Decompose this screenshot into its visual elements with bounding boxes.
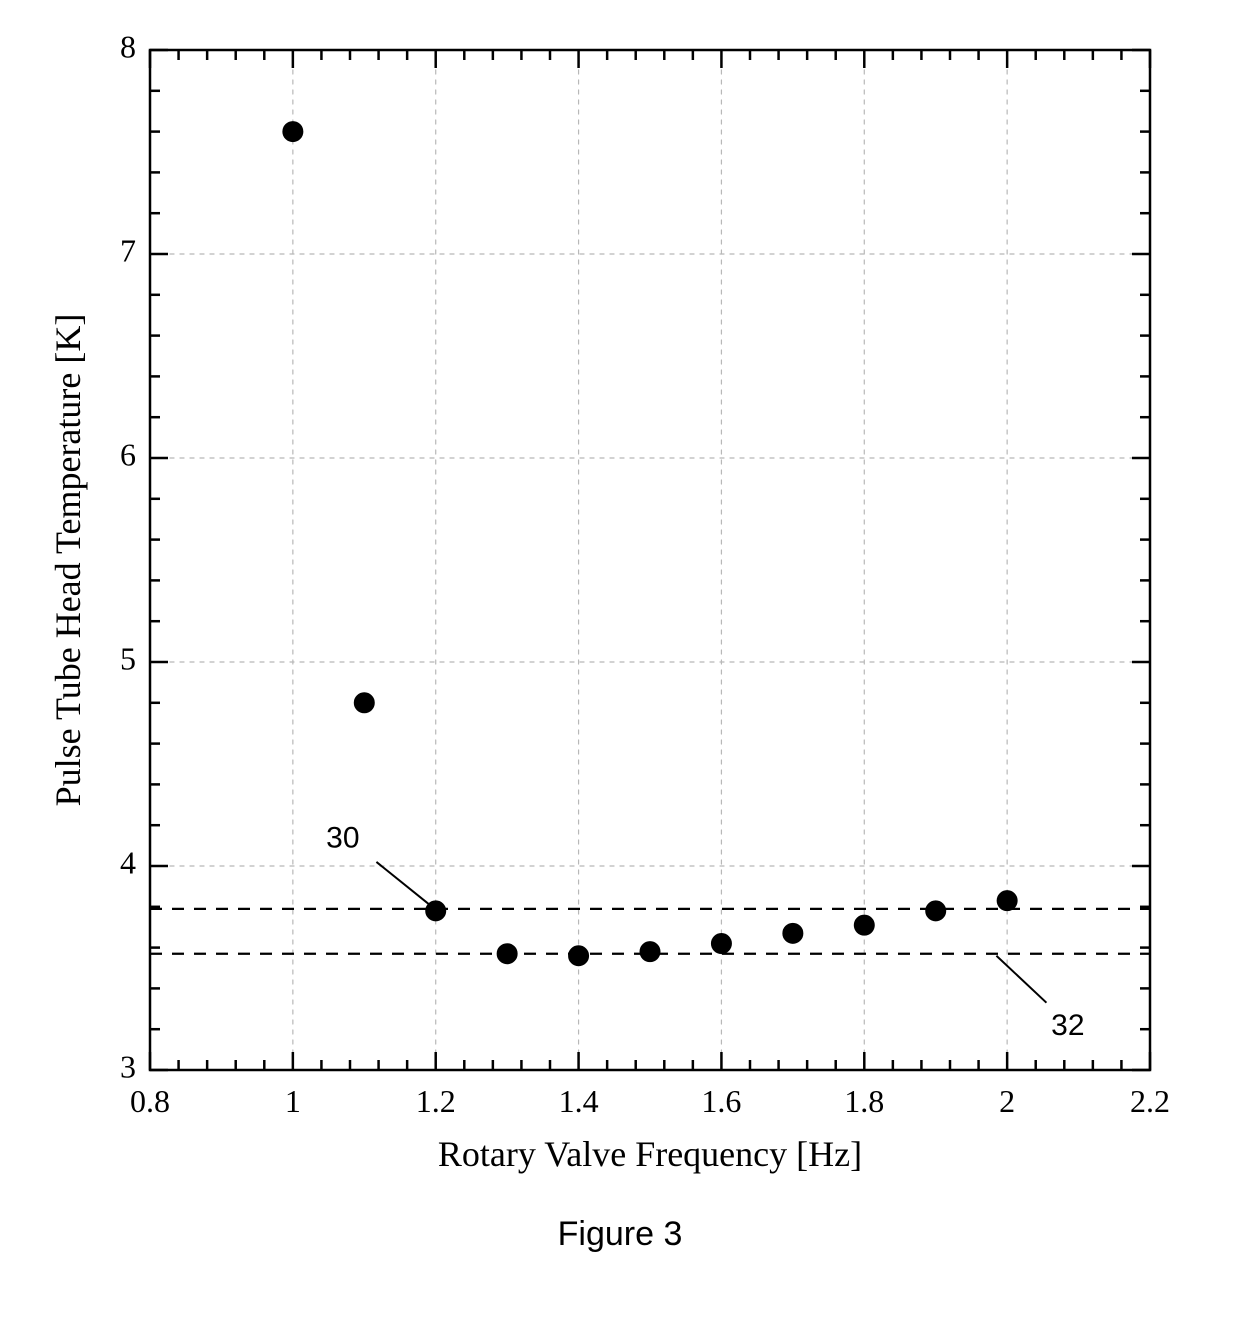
figure-svg: 30 32 0.8 1 1.2 1.4 1.6 1.8 2 2.2 3 4 5 6 7 8 Rotary Val… — [0, 0, 1240, 1329]
data-point — [283, 122, 303, 142]
scatter-series — [283, 122, 1017, 966]
y-tick-label: 3 — [120, 1048, 136, 1084]
x-tick-label: 1.2 — [416, 1083, 456, 1119]
grid — [150, 50, 1150, 1070]
data-point — [997, 891, 1017, 911]
y-tick-label: 4 — [120, 844, 136, 880]
x-tick-label: 2 — [999, 1083, 1015, 1119]
data-point — [640, 942, 660, 962]
x-tick-label: 1.4 — [559, 1083, 599, 1119]
y-tick-label: 7 — [120, 232, 136, 268]
x-tick-label: 0.8 — [130, 1083, 170, 1119]
data-point — [569, 946, 589, 966]
x-tick-label: 2.2 — [1130, 1083, 1170, 1119]
data-point — [354, 693, 374, 713]
x-tick-label: 1 — [285, 1083, 301, 1119]
data-point — [783, 923, 803, 943]
data-point — [926, 901, 946, 921]
figure-caption: Figure 3 — [558, 1215, 683, 1253]
x-tick-label: 1.8 — [844, 1083, 884, 1119]
y-tick-label: 5 — [120, 640, 136, 676]
ticks — [150, 50, 1150, 1070]
y-axis-label: Pulse Tube Head Temperature [K] — [48, 314, 88, 807]
data-point — [711, 934, 731, 954]
annotation-label: 32 — [1051, 1009, 1084, 1042]
data-point — [854, 915, 874, 935]
annotation-label: 30 — [326, 821, 359, 854]
x-axis-label: Rotary Valve Frequency [Hz] — [438, 1134, 862, 1174]
data-point — [497, 944, 517, 964]
y-tick-label: 8 — [120, 28, 136, 64]
y-tick-label: 6 — [120, 436, 136, 472]
x-tick-label: 1.6 — [701, 1083, 741, 1119]
plot-border — [150, 50, 1150, 1070]
annotations: 30 32 — [326, 821, 1084, 1042]
